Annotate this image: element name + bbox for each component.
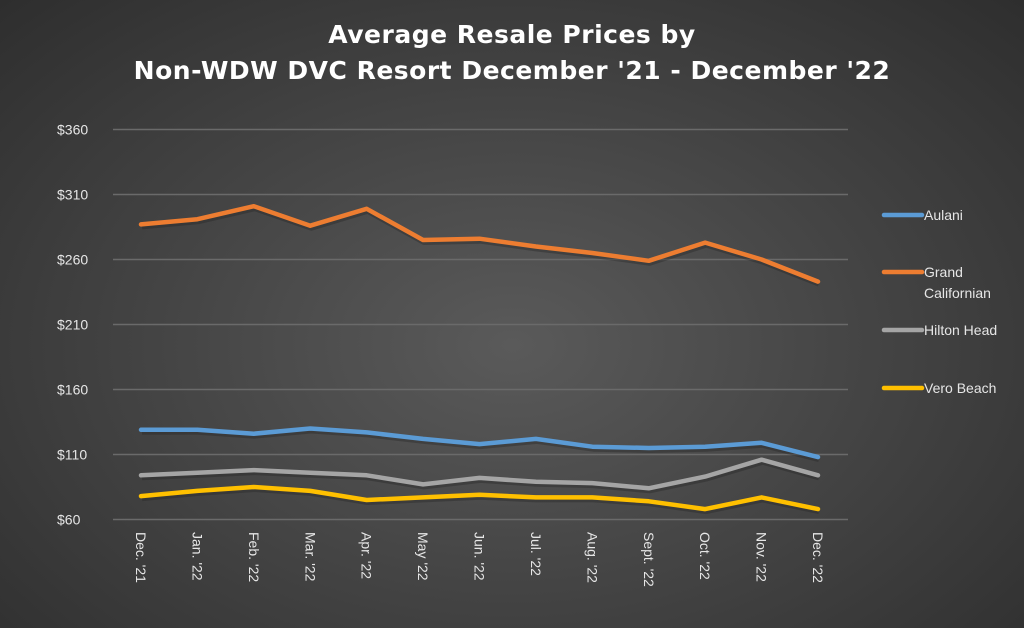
chart-title-line1: Average Resale Prices by	[328, 20, 696, 49]
legend-label: Californian	[924, 285, 991, 301]
x-tick-label: Sept. '22	[641, 532, 657, 587]
x-tick-label: May '22	[415, 532, 431, 581]
chart-title-line2: Non-WDW DVC Resort December '21 - Decemb…	[133, 56, 891, 85]
y-tick-label: $260	[57, 252, 88, 268]
legend-label: Hilton Head	[924, 322, 997, 338]
x-tick-label: Jan. '22	[189, 532, 205, 581]
y-tick-label: $360	[57, 122, 88, 138]
x-tick-label: Aug. '22	[584, 532, 600, 583]
x-tick-label: Apr. '22	[359, 532, 375, 579]
x-tick-label: Mar. '22	[302, 532, 318, 582]
x-tick-label: Oct. '22	[697, 532, 713, 580]
y-tick-label: $160	[57, 382, 88, 398]
x-tick-label: Dec. '22	[810, 532, 826, 583]
legend-label: Aulani	[924, 207, 963, 223]
legend-label: Grand	[924, 264, 963, 280]
x-tick-label: Nov. '22	[754, 532, 770, 582]
x-tick-label: Dec. '21	[133, 532, 149, 583]
x-tick-label: Jul. '22	[528, 532, 544, 576]
y-tick-label: $110	[57, 447, 87, 463]
series-line-aulani	[138, 426, 821, 460]
series-line-hilton-head	[138, 457, 821, 491]
x-tick-label: Jun. '22	[472, 532, 488, 581]
y-tick-label: $60	[57, 512, 81, 528]
series-line-vero-beach	[138, 484, 821, 512]
y-tick-label: $310	[57, 187, 88, 203]
series-line-grand-californian	[138, 203, 821, 284]
legend-label: Vero Beach	[924, 380, 996, 396]
x-tick-label: Feb. '22	[246, 532, 262, 582]
y-tick-label: $210	[57, 317, 88, 333]
